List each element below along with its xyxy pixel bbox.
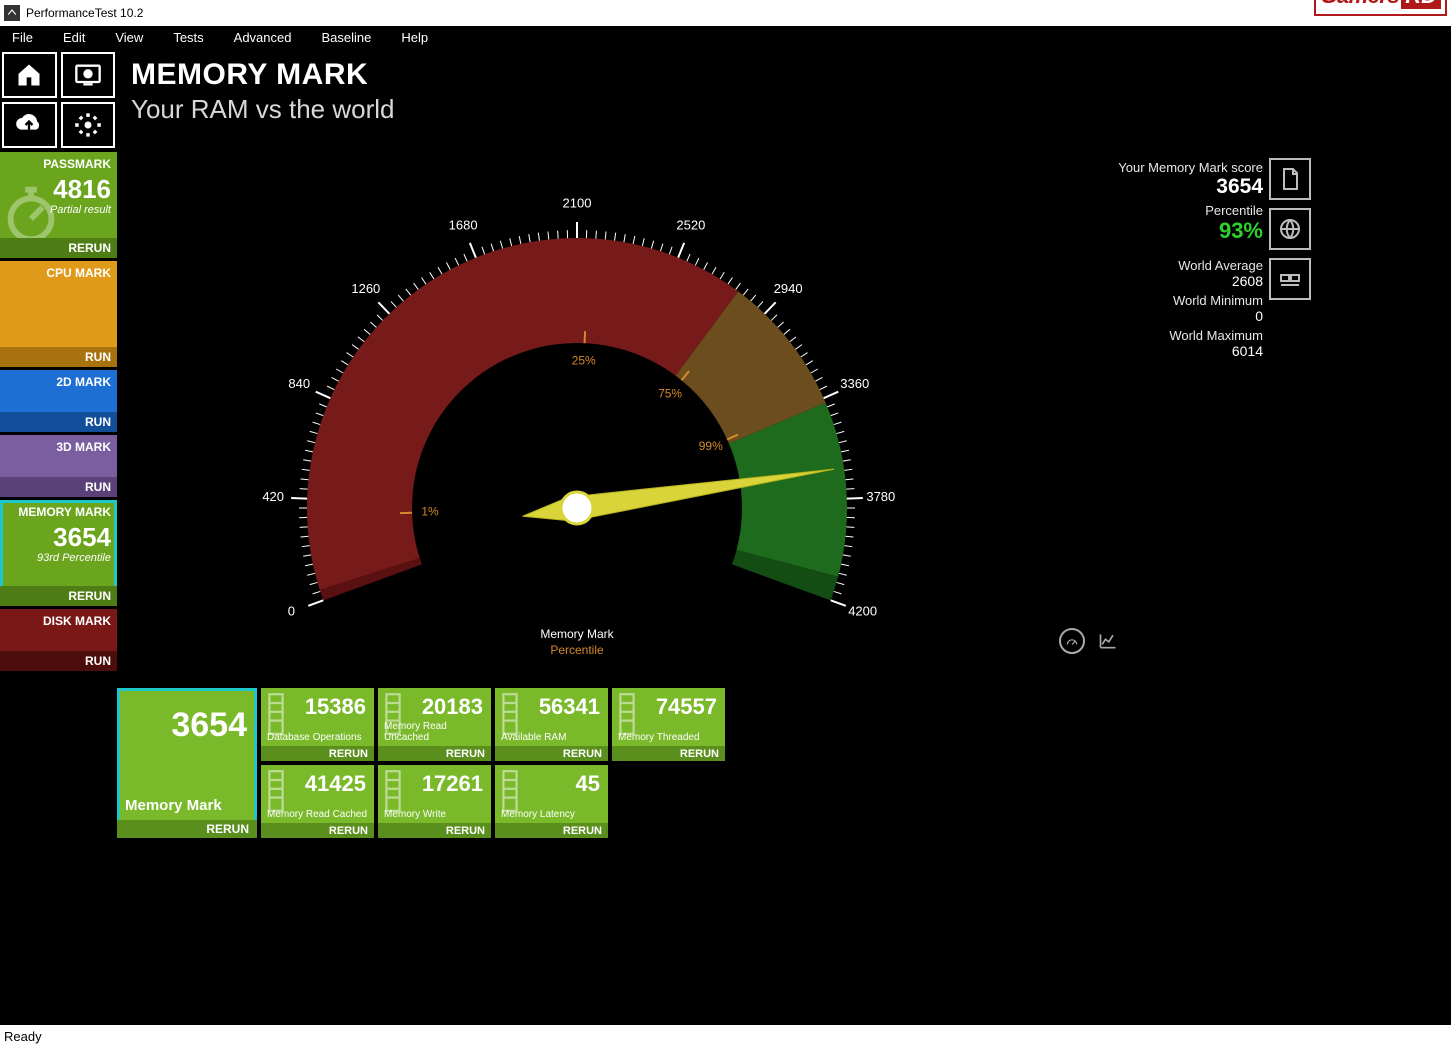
compare-icon[interactable]: [1269, 258, 1311, 300]
score-value: 3654: [1103, 175, 1263, 199]
gauge-view-icon[interactable]: [1059, 628, 1085, 654]
tile-cpu[interactable]: CPU MARKRUN: [0, 261, 117, 367]
stats-panel: Your Memory Mark score 3654 Percentile 9…: [1103, 156, 1263, 359]
menu-baseline[interactable]: Baseline: [313, 28, 393, 47]
subtile-3[interactable]: 74557Memory ThreadedRERUN: [612, 688, 725, 761]
menu-help[interactable]: Help: [393, 28, 450, 47]
tile-memory[interactable]: MEMORY MARK365493rd PercentileRERUN: [0, 500, 117, 606]
status-text: Ready: [4, 1029, 42, 1044]
svg-text:99%: 99%: [699, 439, 723, 453]
menu-tests[interactable]: Tests: [165, 28, 225, 47]
subtile-3-rerun[interactable]: RERUN: [612, 746, 725, 761]
subtile-area: 3654 Memory Mark RERUN 15386Database Ope…: [117, 688, 725, 838]
window-title: PerformanceTest 10.2: [26, 6, 143, 20]
statusbar: Ready: [0, 1025, 1451, 1047]
memory-mark-tile[interactable]: 3654 Memory Mark RERUN: [117, 688, 257, 838]
subtile-4-rerun[interactable]: RERUN: [261, 823, 374, 838]
tile-disk-run[interactable]: RUN: [0, 651, 117, 671]
svg-text:2100: 2100: [563, 195, 592, 210]
tile-3d[interactable]: 3D MARKRUN: [0, 435, 117, 497]
subtile-5-rerun[interactable]: RERUN: [378, 823, 491, 838]
svg-text:1260: 1260: [351, 281, 380, 296]
tile-passmark-run[interactable]: RERUN: [0, 238, 117, 258]
svg-text:4200: 4200: [848, 603, 877, 618]
settings-button[interactable]: [61, 102, 116, 148]
svg-text:Percentile: Percentile: [550, 643, 604, 657]
tile-cpu-run[interactable]: RUN: [0, 347, 117, 367]
svg-text:840: 840: [288, 376, 310, 391]
percentile-label: Percentile: [1103, 203, 1263, 218]
memory-mark-rerun[interactable]: RERUN: [117, 820, 257, 838]
systeminfo-button[interactable]: [61, 52, 116, 98]
svg-text:2520: 2520: [676, 218, 705, 233]
subtile-2[interactable]: 56341Available RAMRERUN: [495, 688, 608, 761]
svg-text:75%: 75%: [658, 386, 682, 400]
page-title: MEMORY MARK: [131, 58, 1451, 92]
svg-text:1%: 1%: [421, 504, 439, 518]
min-value: 0: [1103, 308, 1263, 324]
menubar: File Edit View Tests Advanced Baseline H…: [0, 26, 1451, 48]
upload-button[interactable]: [2, 102, 57, 148]
menu-file[interactable]: File: [4, 28, 55, 47]
subtile-6-rerun[interactable]: RERUN: [495, 823, 608, 838]
gauge: 0 420 840 1260 1680 2100 2520 2940 3360 3780 4200 1…: [227, 158, 927, 678]
svg-text:25%: 25%: [572, 353, 596, 367]
avg-label: World Average: [1103, 258, 1263, 273]
tile-2d[interactable]: 2D MARKRUN: [0, 370, 117, 432]
memory-mark-label: Memory Mark: [125, 797, 222, 814]
tile-memory-run[interactable]: RERUN: [0, 586, 117, 606]
content: MEMORY MARK Your RAM vs the world 0 420 84…: [117, 48, 1451, 1025]
document-icon[interactable]: [1269, 158, 1311, 200]
subtile-5[interactable]: 17261Memory WriteRERUN: [378, 765, 491, 838]
svg-text:2940: 2940: [774, 281, 803, 296]
logo-left: Gamers: [1320, 0, 1399, 9]
gamersrd-logo: Gamers RD: [1314, 0, 1447, 16]
subtile-1[interactable]: 20183Memory Read UncachedRERUN: [378, 688, 491, 761]
sidebar: PASSMARK4816Partial resultRERUNCPU MARKR…: [0, 48, 117, 1025]
tile-disk[interactable]: DISK MARKRUN: [0, 609, 117, 671]
svg-text:Memory Mark: Memory Mark: [540, 627, 614, 641]
subtile-1-rerun[interactable]: RERUN: [378, 746, 491, 761]
max-label: World Maximum: [1103, 328, 1263, 343]
nav-grid: [0, 48, 117, 152]
subtile-0-rerun[interactable]: RERUN: [261, 746, 374, 761]
subtile-6[interactable]: 45Memory LatencyRERUN: [495, 765, 608, 838]
page-subtitle: Your RAM vs the world: [131, 94, 1451, 125]
svg-text:0: 0: [288, 603, 295, 618]
subtile-0[interactable]: 15386Database OperationsRERUN: [261, 688, 374, 761]
svg-text:420: 420: [262, 489, 284, 504]
menu-advanced[interactable]: Advanced: [226, 28, 314, 47]
score-label: Your Memory Mark score: [1103, 160, 1263, 175]
memory-mark-value: 3654: [171, 706, 247, 745]
menu-view[interactable]: View: [107, 28, 165, 47]
min-label: World Minimum: [1103, 293, 1263, 308]
percentile-value: 93%: [1103, 218, 1263, 244]
tile-2d-run[interactable]: RUN: [0, 412, 117, 432]
menu-edit[interactable]: Edit: [55, 28, 107, 47]
max-value: 6014: [1103, 343, 1263, 359]
svg-text:1680: 1680: [449, 218, 478, 233]
svg-text:3360: 3360: [840, 376, 869, 391]
svg-text:3780: 3780: [866, 489, 895, 504]
chart-view-icon[interactable]: [1095, 628, 1121, 654]
avg-value: 2608: [1103, 273, 1263, 289]
globe-icon[interactable]: [1269, 208, 1311, 250]
view-toggle: [1059, 628, 1121, 654]
subtile-4[interactable]: 41425Memory Read CachedRERUN: [261, 765, 374, 838]
app-icon: [4, 5, 20, 21]
logo-right: RD: [1401, 0, 1441, 9]
main-area: PASSMARK4816Partial resultRERUNCPU MARKR…: [0, 48, 1451, 1025]
stat-icons: [1269, 158, 1311, 300]
titlebar: PerformanceTest 10.2: [0, 0, 1451, 26]
tile-3d-run[interactable]: RUN: [0, 477, 117, 497]
home-button[interactable]: [2, 52, 57, 98]
subtile-2-rerun[interactable]: RERUN: [495, 746, 608, 761]
tile-passmark[interactable]: PASSMARK4816Partial resultRERUN: [0, 152, 117, 258]
